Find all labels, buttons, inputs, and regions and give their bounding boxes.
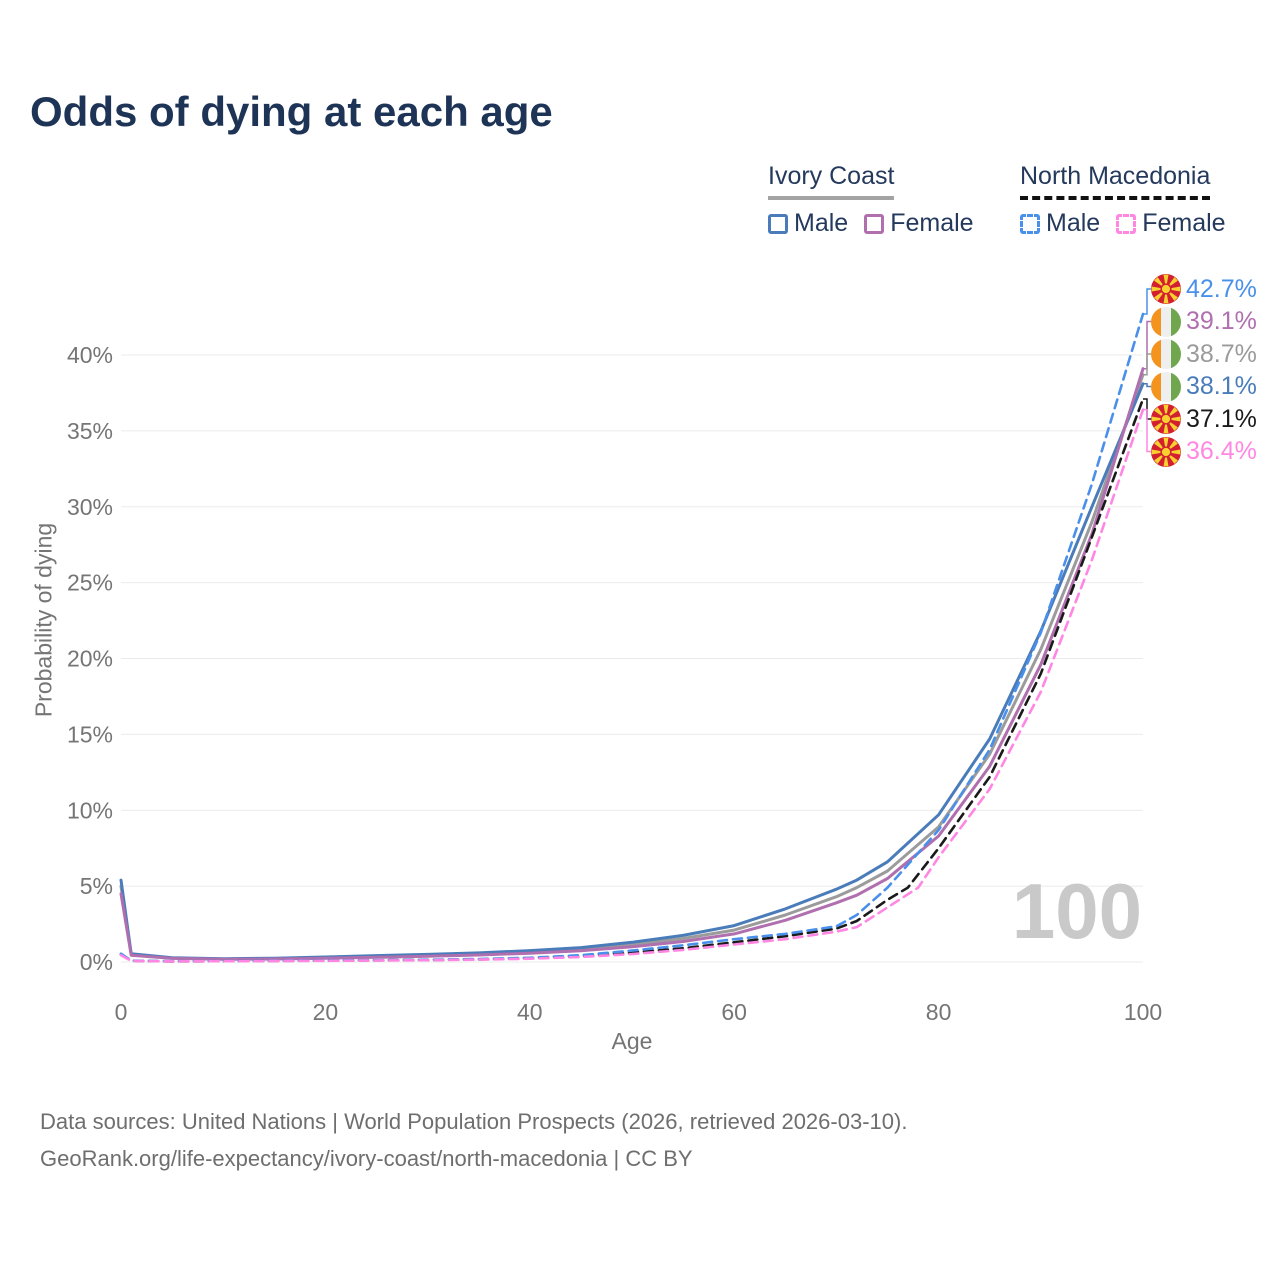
- north-macedonia-flag-icon: [1151, 404, 1181, 434]
- y-tick-label: 20%: [67, 646, 113, 672]
- end-label-ic-both: 38.7%: [1151, 338, 1257, 370]
- series-nm-male[interactable]: [119, 312, 1145, 963]
- end-label-nm-male: 42.7%: [1151, 273, 1257, 305]
- y-tick-label: 35%: [67, 418, 113, 444]
- end-label-connector-ic-male: [1143, 383, 1151, 388]
- series-ic-female[interactable]: [119, 367, 1145, 961]
- legend-group-ivory-coast: Ivory Coast Male Female: [768, 162, 974, 238]
- end-label-value: 38.7%: [1186, 339, 1257, 368]
- y-tick-label: 25%: [67, 570, 113, 596]
- north-macedonia-flag-icon: [1151, 436, 1181, 467]
- end-label-ic-male: 38.1%: [1151, 371, 1257, 403]
- end-label-value: 36.4%: [1186, 437, 1257, 465]
- y-tick-label: 10%: [67, 797, 113, 823]
- x-tick-label: 20: [313, 999, 339, 1025]
- end-label-connector-ic-female: [1143, 320, 1151, 370]
- series-ic-male[interactable]: [119, 382, 1145, 961]
- legend-group-north-macedonia: North Macedonia Male Female: [1020, 162, 1226, 238]
- north-macedonia-male-swatch: [1020, 213, 1040, 234]
- legend-item-ivory-coast-female[interactable]: Female: [864, 209, 974, 238]
- north-macedonia-female-swatch: [1116, 213, 1137, 234]
- legend-country-north-macedonia: North Macedonia: [1020, 162, 1211, 200]
- legend-item-label: Female: [890, 209, 974, 237]
- end-label-value: 42.7%: [1186, 274, 1257, 303]
- y-tick-label: 15%: [67, 721, 113, 747]
- y-tick-label: 0%: [80, 949, 113, 975]
- y-axis-title: Probability of dying: [30, 522, 57, 718]
- end-label-ic-female: 39.1%: [1151, 306, 1257, 338]
- x-tick-label: 0: [115, 999, 128, 1025]
- attribution-line: GeoRank.org/life-expectancy/ivory-coast/…: [40, 1146, 693, 1171]
- ivory-coast-flag-icon: [1151, 339, 1181, 369]
- legend-item-label: Male: [794, 209, 849, 237]
- series-nm-both[interactable]: [119, 397, 1145, 963]
- ivory-coast-flag-icon: [1151, 306, 1181, 337]
- ivory-coast-flag-icon: [1151, 371, 1181, 402]
- legend-item-north-macedonia-female[interactable]: Female: [1116, 209, 1226, 238]
- x-tick-label: 40: [517, 999, 543, 1025]
- legend-item-label: Male: [1046, 209, 1101, 237]
- end-label-connector-nm-female: [1143, 408, 1151, 453]
- ivory-coast-male-swatch: [768, 213, 788, 234]
- y-tick-label: 5%: [80, 873, 113, 899]
- end-label-connector-ic-both: [1143, 353, 1151, 376]
- data-sources-line: Data sources: United Nations | World Pop…: [40, 1109, 908, 1134]
- end-label-value: 38.1%: [1186, 372, 1257, 400]
- end-label-nm-both: 37.1%: [1151, 403, 1257, 435]
- ivory-coast-female-swatch: [864, 213, 885, 234]
- end-label-value: 37.1%: [1186, 404, 1257, 433]
- series-nm-female[interactable]: [119, 408, 1145, 963]
- series-ic-both[interactable]: [119, 373, 1145, 961]
- x-tick-label: 80: [926, 999, 952, 1025]
- x-tick-label: 100: [1124, 999, 1162, 1025]
- age-counter-watermark: 100: [1011, 867, 1142, 955]
- end-label-nm-female: 36.4%: [1151, 436, 1257, 468]
- y-tick-label: 30%: [67, 494, 113, 520]
- legend-item-north-macedonia-male[interactable]: Male: [1020, 209, 1100, 238]
- legend-country-ivory-coast: Ivory Coast: [768, 162, 895, 200]
- end-label-value: 39.1%: [1186, 307, 1257, 335]
- legend-item-ivory-coast-male[interactable]: Male: [768, 209, 848, 238]
- x-axis-title: Age: [611, 1028, 653, 1054]
- page-title: Odds of dying at each age: [30, 88, 553, 135]
- legend-item-label: Female: [1142, 209, 1226, 237]
- end-label-connector-nm-male: [1143, 288, 1151, 315]
- y-tick-label: 40%: [67, 342, 113, 368]
- north-macedonia-flag-icon: [1151, 274, 1181, 304]
- x-tick-label: 60: [721, 999, 747, 1025]
